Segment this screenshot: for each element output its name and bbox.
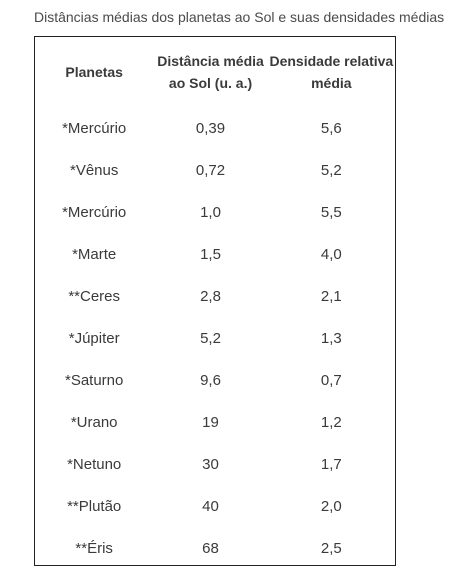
density-cell: 1,3 [320,329,342,347]
header-planets: Planetas [35,37,153,107]
distance-cell: 2,8 [200,287,221,305]
header-distance-line1: Distância média [157,53,264,69]
planet-cell: *Netuno [67,455,122,473]
planet-cell: **Plutão [67,497,122,515]
distance-cell: 9,6 [200,371,221,389]
table-body: *Mercúrio 0,39 5,6 *Vênus 0,72 5,2 *Merc… [35,107,395,569]
density-cell: 1,2 [320,413,342,431]
distance-cell: 1,0 [200,203,221,221]
planets-table: Planetas Distância média ao Sol (u. a.) … [34,36,396,566]
density-cell: 0,7 [320,371,342,389]
distance-cell: 0,39 [195,119,226,137]
header-distance: Distância média ao Sol (u. a.) [153,37,267,107]
distance-cell: 1,5 [200,245,221,263]
header-density-line1: Densidade relativa [269,53,394,69]
distance-cell: 40 [202,497,219,515]
density-cell: 4,0 [320,245,342,263]
planet-cell: **Ceres [68,287,121,305]
planet-cell: *Urano [70,413,118,431]
planet-cell: *Marte [72,245,117,263]
table-row: *Vênus 0,72 5,2 [35,149,395,191]
header-distance-line2: ao Sol (u. a.) [168,75,253,91]
table-caption: Distâncias médias dos planetas ao Sol e … [34,9,445,25]
density-cell: 5,2 [320,161,342,179]
planet-cell: *Júpiter [68,329,120,347]
planet-cell: *Vênus [69,161,119,179]
distance-cell: 68 [202,539,219,557]
table-row: *Urano 19 1,2 [35,401,395,443]
distance-cell: 5,2 [200,329,221,347]
table-row: **Éris 68 2,5 [35,527,395,569]
header-density-line2: média [311,75,352,91]
table-row: *Netuno 30 1,7 [35,443,395,485]
distance-cell: 30 [202,455,219,473]
distance-cell: 0,72 [195,161,226,179]
table-row: *Mercúrio 1,0 5,5 [35,191,395,233]
table-row: *Júpiter 5,2 1,3 [35,317,395,359]
density-cell: 2,1 [320,287,342,305]
planet-cell: *Mercúrio [62,203,127,221]
density-cell: 2,5 [320,539,342,557]
table-row: **Ceres 2,8 2,1 [35,275,395,317]
header-density: Densidade relativa média [268,37,395,107]
table-row: *Mercúrio 0,39 5,6 [35,107,395,149]
header-planets-label: Planetas [65,64,123,80]
table-row: **Plutão 40 2,0 [35,485,395,527]
distance-cell: 19 [202,413,219,431]
density-cell: 1,7 [320,455,342,473]
density-cell: 2,0 [320,497,342,515]
density-cell: 5,6 [320,119,342,137]
table-row: *Saturno 9,6 0,7 [35,359,395,401]
table-row: *Marte 1,5 4,0 [35,233,395,275]
table-header-row: Planetas Distância média ao Sol (u. a.) … [35,37,395,107]
planet-cell: *Mercúrio [62,119,127,137]
planet-cell: **Éris [75,539,113,557]
planet-cell: *Saturno [64,371,124,389]
density-cell: 5,5 [320,203,342,221]
